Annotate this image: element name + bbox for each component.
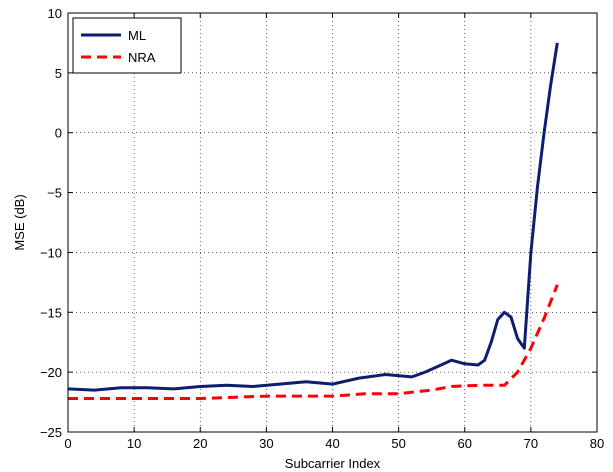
series-lines: [67, 42, 559, 400]
x-tick-label: 20: [193, 436, 207, 451]
legend-label-ml: ML: [128, 28, 146, 43]
x-tick-label: 70: [524, 436, 538, 451]
x-axis-label: Subcarrier Index: [285, 456, 381, 471]
y-tick-label: −5: [47, 186, 62, 201]
grid-lines: [68, 13, 597, 432]
x-tick-label: 0: [64, 436, 71, 451]
legend-box: [72, 17, 182, 74]
x-tick-label: 60: [458, 436, 472, 451]
axis-ticks: 0 10 20 30 40 50 60 70 80 −25 −20 −15 −10 −5 0 5 10: [40, 6, 604, 451]
x-tick-label: 10: [127, 436, 141, 451]
legend-label-nra: NRA: [128, 50, 156, 65]
y-tick-label: −25: [40, 425, 62, 440]
series-line-nra: [68, 284, 559, 400]
legend: ML NRA: [72, 17, 182, 74]
y-axis-label: MSE (dB): [12, 194, 27, 250]
y-tick-label: −15: [40, 305, 62, 320]
x-tick-label: 50: [391, 436, 405, 451]
y-tick-label: −20: [40, 365, 62, 380]
y-tick-label: 0: [55, 126, 62, 141]
x-tick-label: 40: [325, 436, 339, 451]
x-tick-label: 80: [590, 436, 604, 451]
x-tick-label: 30: [259, 436, 273, 451]
y-tick-label: 5: [55, 66, 62, 81]
series-line-ml: [67, 42, 559, 392]
y-tick-label: 10: [48, 6, 62, 21]
y-tick-label: −10: [40, 245, 62, 260]
